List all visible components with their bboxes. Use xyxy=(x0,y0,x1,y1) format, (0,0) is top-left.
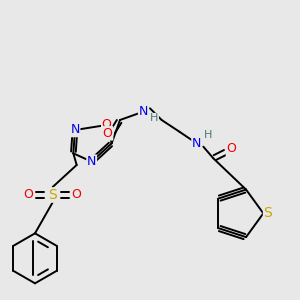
Text: N: N xyxy=(139,105,148,118)
Text: O: O xyxy=(23,188,33,202)
Text: S: S xyxy=(264,206,272,220)
Text: O: O xyxy=(226,142,236,155)
Text: O: O xyxy=(103,127,112,140)
Text: N: N xyxy=(87,155,96,168)
Text: N: N xyxy=(192,137,201,150)
Text: H: H xyxy=(150,113,158,123)
Text: O: O xyxy=(72,188,82,202)
Text: O: O xyxy=(102,118,112,131)
Text: N: N xyxy=(70,124,80,136)
Text: S: S xyxy=(48,188,57,202)
Text: H: H xyxy=(203,130,212,140)
